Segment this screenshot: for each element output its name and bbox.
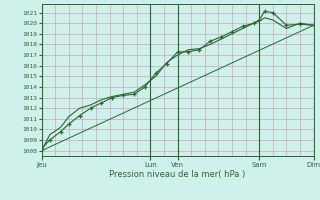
X-axis label: Pression niveau de la mer( hPa ): Pression niveau de la mer( hPa ) <box>109 170 246 179</box>
